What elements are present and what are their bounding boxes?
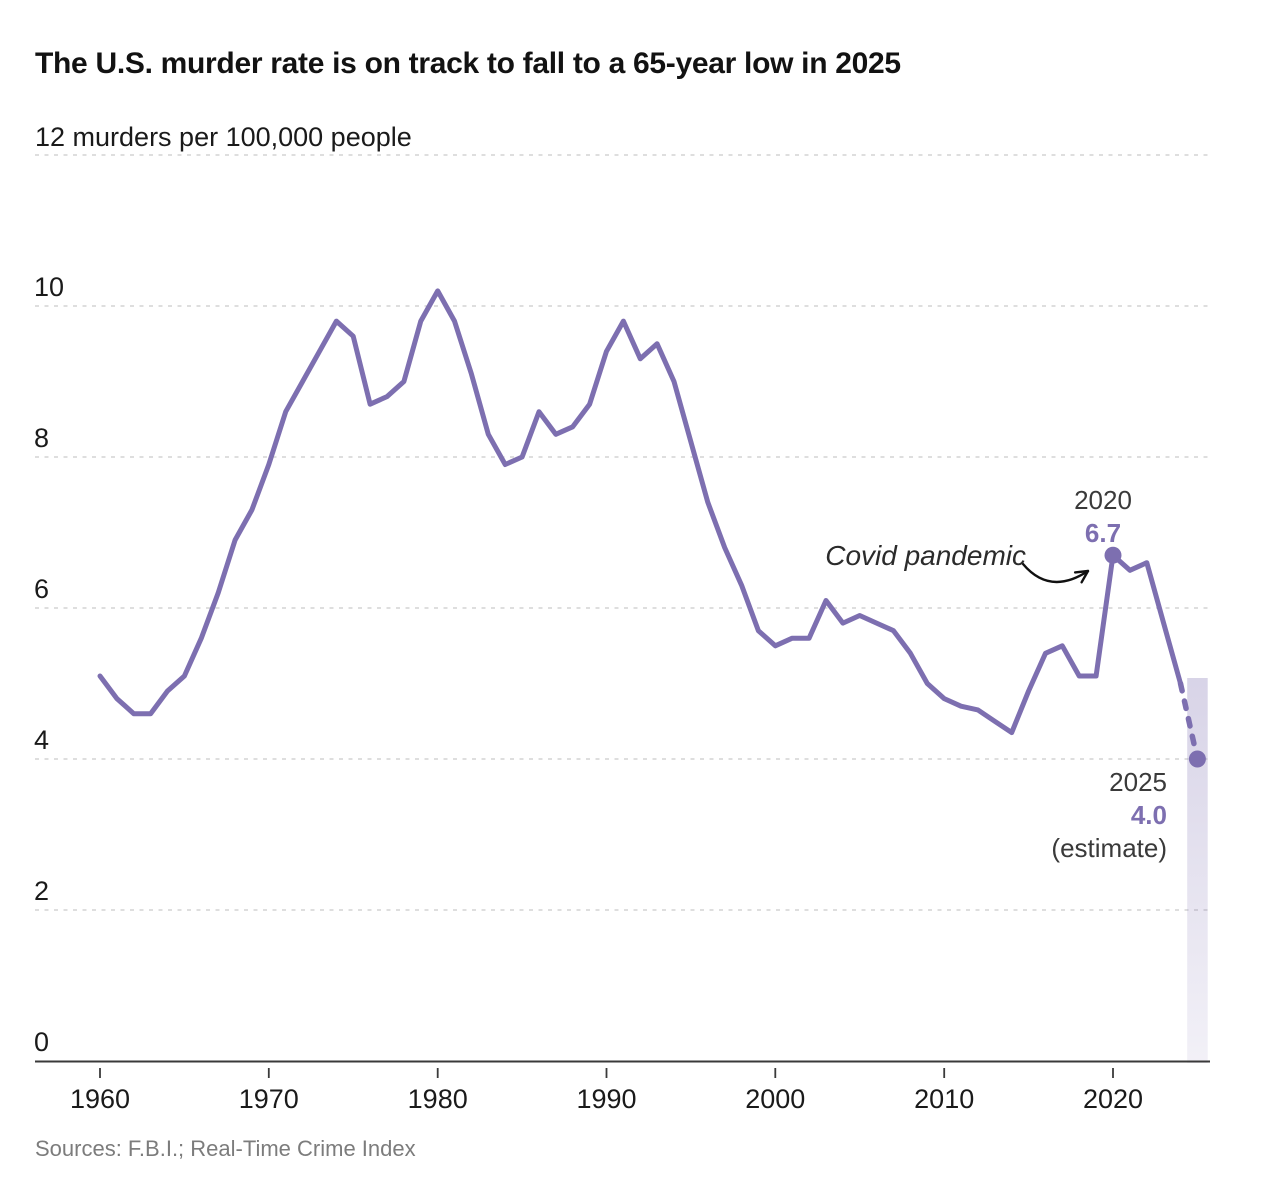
peak-year-label: 2020 (1074, 485, 1132, 515)
covid-arrow-head (1073, 569, 1090, 584)
data-point-2025 (1188, 750, 1206, 768)
murder-rate-line (97, 288, 1183, 736)
y-tick-label-2: 2 (34, 876, 49, 906)
x-tick-label-2010: 2010 (914, 1084, 974, 1114)
estimate-2025-annotation: 2025 4.0 (estimate) (1051, 766, 1167, 865)
y-tick-label-6: 6 (34, 574, 49, 604)
covid-arrow (1021, 562, 1090, 584)
murder-rate-line-estimate-segment (1177, 680, 1201, 762)
y-axis-unit-label: 12 murders per 100,000 people (35, 122, 412, 152)
x-tick-label-1960: 1960 (70, 1084, 130, 1114)
source-note: Sources: F.B.I.; Real-Time Crime Index (35, 1136, 416, 1161)
y-tick-label-8: 8 (34, 423, 49, 453)
estimate-value-label: 4.0 (1130, 800, 1167, 830)
estimate-note-label: (estimate) (1051, 833, 1167, 863)
y-tick-label-4: 4 (34, 725, 49, 755)
chart-title: The U.S. murder rate is on track to fall… (35, 47, 901, 80)
x-tick-label-1990: 1990 (576, 1084, 636, 1114)
y-tick-label-0: 0 (34, 1027, 49, 1057)
x-tick-label-2000: 2000 (745, 1084, 805, 1114)
covid-pandemic-annotation: Covid pandemic (825, 540, 1026, 571)
peak-2020-annotation: 2020 6.7 (1074, 484, 1132, 550)
peak-value-label: 6.7 (1084, 518, 1122, 548)
estimate-2025-band (1187, 678, 1208, 1063)
data-point-2020 (1104, 546, 1122, 564)
x-tick-label-1980: 1980 (408, 1084, 468, 1114)
x-tick-label-1970: 1970 (239, 1084, 299, 1114)
y-tick-label-10: 10 (34, 272, 64, 302)
estimate-year-label: 2025 (1109, 767, 1167, 797)
x-tick-label-2020: 2020 (1083, 1084, 1143, 1114)
